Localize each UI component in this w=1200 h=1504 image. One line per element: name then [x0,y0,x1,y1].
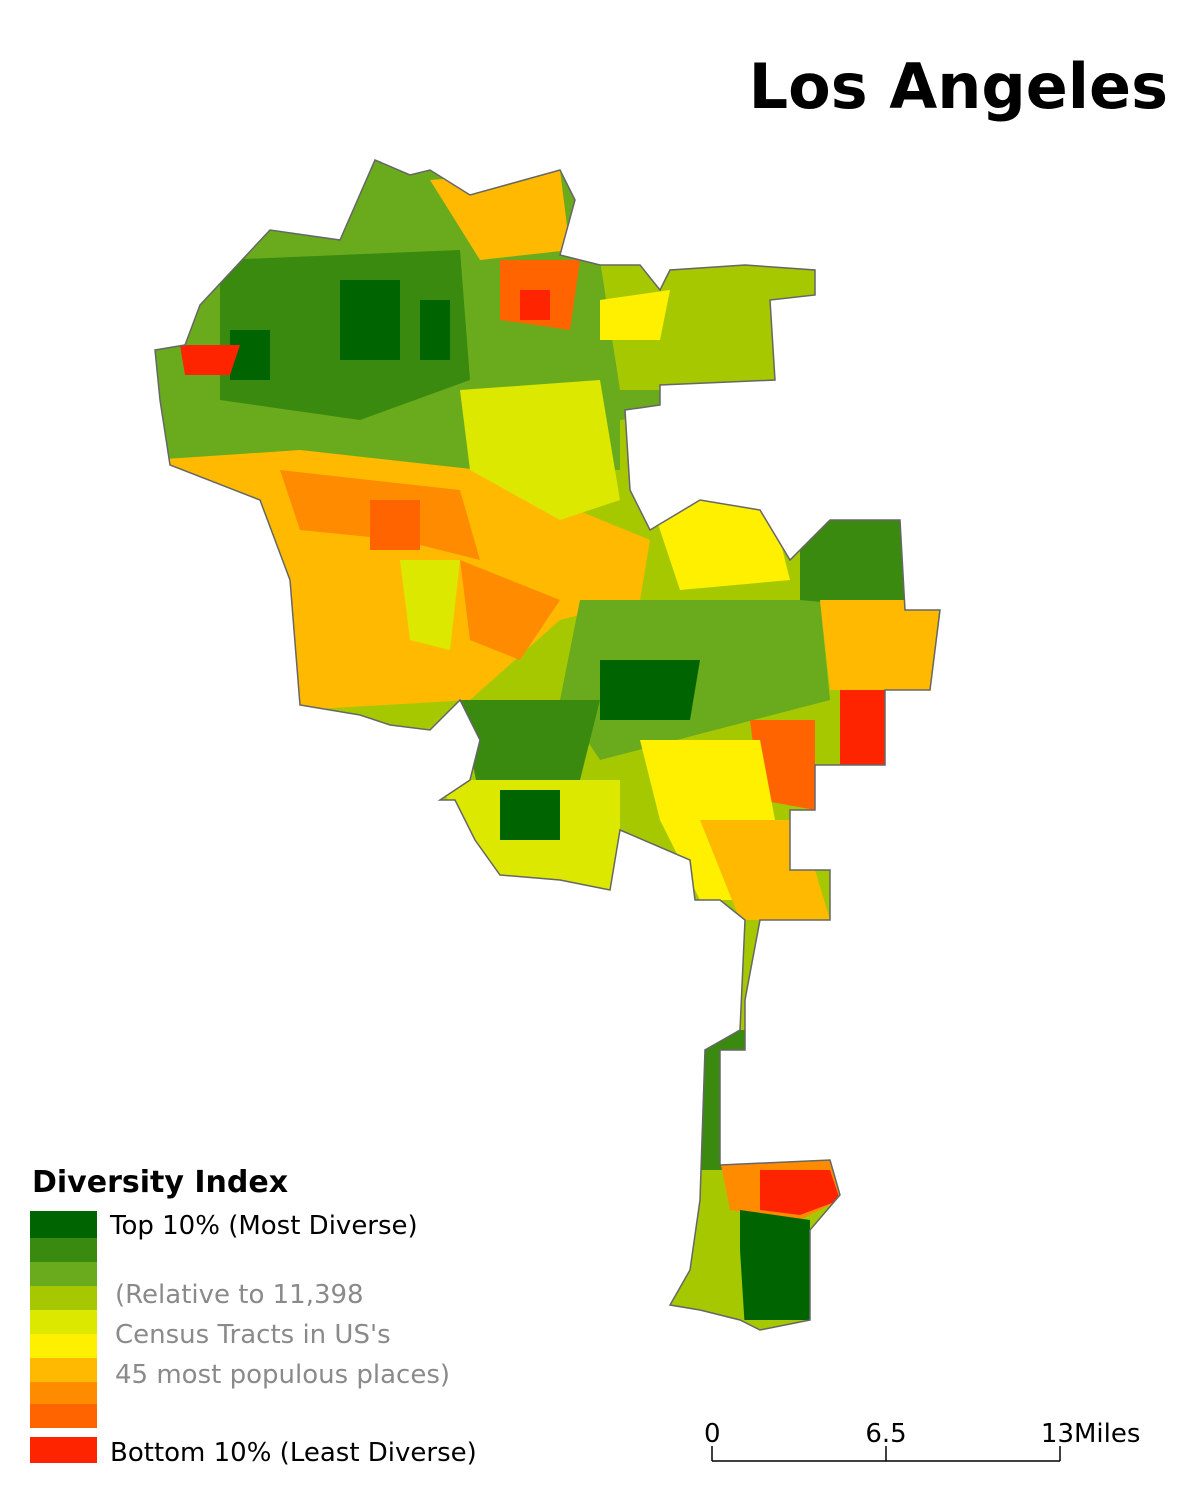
legend-swatch [30,1334,97,1358]
legend-swatch [30,1310,97,1334]
legend-swatch [30,1211,97,1238]
scale-label: 6.5 [865,1419,906,1449]
legend-swatch [30,1358,97,1382]
scale-bar: 0 6.5 13 Miles [704,1419,1140,1462]
legend-swatch [30,1404,97,1428]
scale-label: 13 [1041,1419,1074,1449]
legend-note: Census Tracts in US's [115,1320,391,1350]
scale-unit: Miles [1074,1419,1140,1449]
legend-swatch [30,1382,97,1406]
scale-label: 0 [704,1419,721,1449]
legend-swatch [30,1238,97,1262]
map-title: Los Angeles [749,50,1168,123]
legend-note: (Relative to 11,398 [115,1280,364,1310]
legend: Diversity Index Top 10% (Most Diverse) Bo… [30,1165,477,1468]
legend-swatch [30,1262,97,1286]
legend-title: Diversity Index [32,1165,288,1200]
legend-swatch [30,1286,97,1310]
legend-note: 45 most populous places) [115,1360,450,1390]
legend-bottom-label: Bottom 10% (Least Diverse) [110,1438,477,1468]
legend-top-label: Top 10% (Most Diverse) [109,1211,418,1241]
legend-swatch [30,1437,97,1463]
